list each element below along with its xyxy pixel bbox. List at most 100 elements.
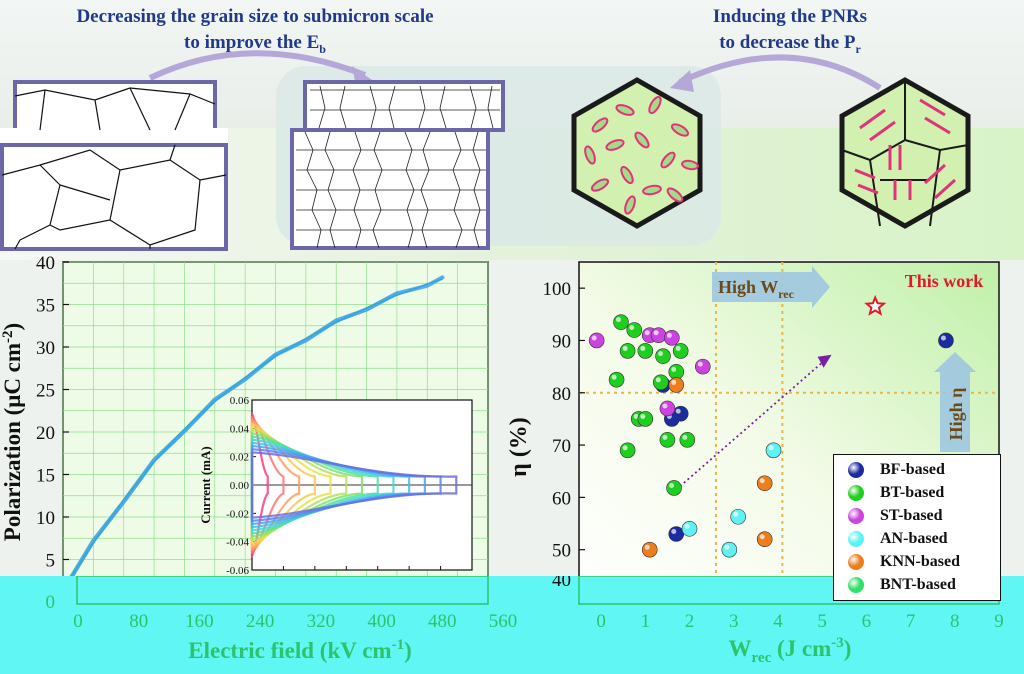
left-heading-line2-text: to improve the E [184,32,320,53]
scatter-y-40-label: 40 [552,576,571,591]
this-work-star [864,294,887,316]
scatter-point [681,520,698,537]
high-wrec-sub: rec [778,287,794,301]
scatter-y-tick-label: 80 [552,384,571,405]
x-tick-label: 400 [367,611,396,632]
fine-grain-panel [290,80,505,250]
left-heading-line1: Decreasing the grain size to submicron s… [76,6,434,27]
high-wrec-arrow [712,266,830,308]
scatter-point-highlight [622,445,628,451]
scatter-point [668,526,685,542]
legend-entry: KNN-based [834,550,960,573]
right-heading-line2: to decrease the Pr [640,30,940,62]
scatter-point-highlight [611,374,617,380]
scatter-point-highlight [662,434,668,440]
high-eta-label: High η [946,388,966,441]
scatter-point [659,432,676,448]
y-tick-label: 40 [36,253,55,274]
scatter-x-tick-label: 6 [862,611,872,632]
scatter-point [672,343,689,359]
legend-entry: BF-based [834,458,945,481]
scatter-point [613,314,629,330]
y-axis-label-close: ) [0,323,25,331]
legend-label: ST-based [880,506,943,524]
x-axis-label-sup: -1 [392,637,405,653]
x-tick-label: 160 [185,611,214,632]
scatter-point [765,442,782,459]
scatter-point [626,322,643,338]
inset-y-tick-label: 0.06 [230,395,250,407]
scatter-x-tick-label: 0 [596,611,606,632]
scatter-x-label-sup: -3 [831,635,844,651]
scatter-point-highlight [633,413,639,419]
coarse-grain-panel [0,80,228,251]
right-heading-line2-sub: r [855,41,861,56]
scatter-point [664,330,680,346]
inset-y-tick-label: 0.02 [230,452,249,464]
scatter-point-highlight [671,379,677,385]
legend-marker [848,530,864,547]
scatter-y-axis-label: η (%) [506,417,532,477]
scatter-point-highlight [675,408,681,414]
legend-label: BF-based [880,460,945,478]
legend-marker [848,576,864,593]
x-axis-label-close: ) [404,638,412,663]
legend-entry: BNT-based [834,573,956,596]
scatter-point-highlight [669,482,675,488]
y-axis-label: Polarization (μC cm-2) [0,323,25,541]
legend-entry: BT-based [834,481,944,504]
high-eta-arrow [934,352,976,452]
left-heading-line2: to improve the Eb [20,30,490,62]
scatter-x-axis-label: Wrec (J cm-3) [729,635,852,666]
y-tick-label: 15 [36,466,55,487]
x-tick-label: 240 [246,611,275,632]
scatter-point-highlight [658,351,663,357]
scatter-point [679,432,696,448]
scatter-point [668,364,685,380]
scatter-point-highlight [682,434,688,440]
y-tick-label: 10 [36,508,55,529]
pe-curve [62,278,443,590]
scatter-point-highlight [653,330,659,336]
legend-label: AN-based [880,529,948,547]
scatter-point [694,358,711,375]
right-curved-arrow [678,54,882,91]
trend-arrow-head [817,354,832,368]
y-zero-label: 0 [46,592,56,613]
scatter-point [637,411,654,427]
legend-entry: ST-based [834,504,943,527]
x-axis-label: Electric field (kV cm-1) [188,637,412,663]
scatter-point-highlight [640,413,646,419]
left-curved-arrow [148,50,367,81]
right-heading-line2-text: to decrease the P [719,32,856,53]
right-arrow-head [670,70,694,92]
left-heading: Decreasing the grain size to submicron s… [20,4,490,62]
scatter-point [637,343,654,359]
x-tick-label: 320 [307,611,336,632]
scatter-point-highlight [622,345,628,351]
scatter-point [756,475,773,492]
scatter-x-tick-label: 1 [641,611,651,632]
x-tick-label: 480 [428,611,457,632]
scatter-x-tick-label: 9 [994,611,1004,632]
scatter-x-label-close: ) [844,636,852,661]
legend-marker [848,484,864,501]
scatter-x-tick-label: 8 [950,611,960,632]
scatter-y-tick-label: 60 [552,488,571,509]
y-axis-label-sup: -2 [0,330,16,343]
scatter-x-label-sub: rec [752,650,772,666]
scatter-x-tick-label: 3 [729,611,739,632]
scatter-point-highlight [655,377,661,383]
scatter-x-tick-label: 7 [906,611,916,632]
legend-marker [848,553,864,570]
scatter-point-highlight [644,544,650,550]
scatter-y-tick-label: 70 [552,436,571,457]
scatter-point [721,541,738,558]
scatter-point [668,377,685,393]
right-heading: Inducing the PNRs to decrease the Pr [640,4,940,62]
scatter-point [619,442,636,459]
inset-y-tick-label: 0.00 [230,480,250,492]
scatter-point [655,348,671,364]
scatter-point-highlight [616,317,621,323]
